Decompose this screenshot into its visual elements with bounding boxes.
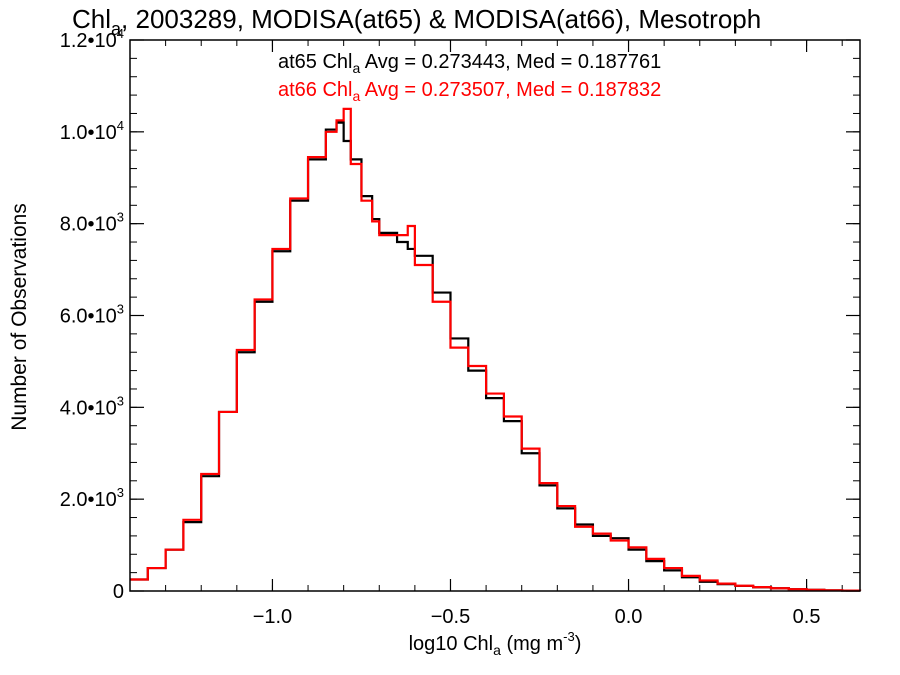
series-line-1 bbox=[130, 107, 862, 592]
annotation-at65: at65 Chla Avg = 0.273443, Med = 0.187761 bbox=[278, 51, 661, 76]
plot-frame bbox=[129, 39, 861, 592]
annotation-at66: at66 Chla Avg = 0.273507, Med = 0.187832 bbox=[278, 79, 661, 104]
axis-ticks: −1.0 −0.5 0.0 0.5 0 2.0•103 4.0•103 6.0•103 8.0•… bbox=[60, 26, 860, 628]
chart-title: Chla, 2003289, MODISA(at65) & MODISA(at6… bbox=[72, 4, 761, 39]
y-axis-label: Number of Observations bbox=[8, 203, 31, 431]
x-tick-label: −0.5 bbox=[431, 606, 470, 628]
series-line-0 bbox=[130, 121, 862, 592]
x-axis-label: log10 Chla (mg m-3) bbox=[409, 629, 582, 658]
y-tick-label: 6.0•103 bbox=[60, 302, 124, 328]
y-tick-label: 8.0•103 bbox=[60, 210, 124, 236]
y-tick-label: 1.0•104 bbox=[60, 118, 124, 144]
y-tick-label: 1.2•104 bbox=[60, 26, 124, 52]
y-tick-label: 2.0•103 bbox=[60, 485, 124, 511]
chart-title-rest: , 2003289, MODISA(at65) & MODISA(at66), … bbox=[121, 4, 761, 34]
chart-title-prefix: Chl bbox=[72, 4, 111, 34]
y-tick-label: 0 bbox=[113, 581, 124, 603]
x-tick-label: −1.0 bbox=[253, 606, 292, 628]
y-tick-label: 4.0•103 bbox=[60, 393, 124, 419]
x-tick-label: 0.0 bbox=[615, 606, 643, 628]
x-tick-label: 0.5 bbox=[793, 606, 821, 628]
chart-title-sub: a bbox=[111, 19, 122, 39]
series-layer bbox=[130, 107, 862, 592]
